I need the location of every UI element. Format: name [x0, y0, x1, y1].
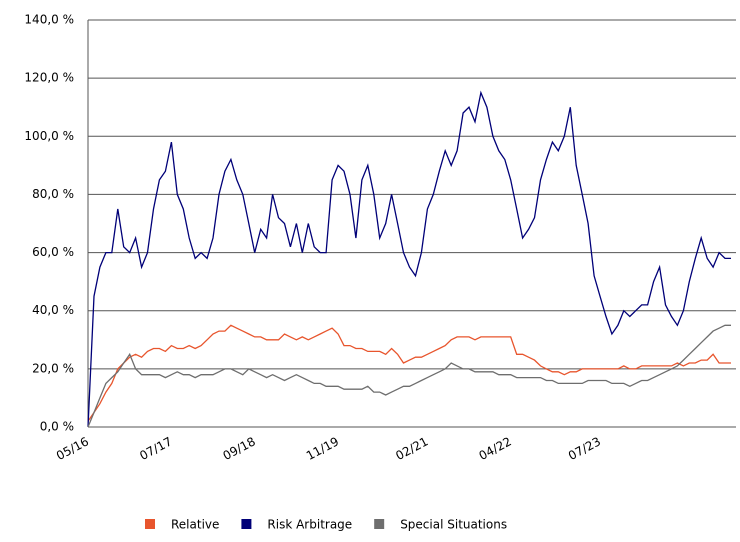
y-tick-label: 100,0 %	[24, 129, 74, 143]
legend-label: Relative	[171, 518, 219, 532]
x-tick-label: 05/16	[54, 434, 91, 463]
y-tick-label: 20,0 %	[32, 361, 74, 375]
legend-swatch	[145, 519, 155, 529]
legend-swatch	[241, 519, 252, 529]
x-tick-label: 04/22	[477, 434, 514, 463]
x-tick-label: 09/18	[221, 434, 258, 463]
line-series	[87, 90, 731, 428]
x-tick-label: 07/17	[137, 434, 174, 463]
x-tick-label: 02/21	[393, 434, 430, 463]
y-tick-label: 40,0 %	[32, 303, 74, 317]
legend-swatch	[374, 519, 385, 529]
x-tick-label: 11/19	[304, 434, 341, 463]
y-tick-label: 120,0 %	[24, 71, 74, 85]
y-tick-label: 60,0 %	[32, 245, 74, 259]
x-tick-label: 07/23	[566, 434, 603, 463]
y-tick-label: 0,0 %	[40, 420, 74, 434]
y-tick-label: 80,0 %	[32, 187, 74, 201]
line-series	[87, 324, 731, 422]
legend-label: Risk Arbitrage	[267, 518, 352, 532]
legend-label: Special Situations	[400, 518, 507, 532]
line-series	[87, 324, 731, 428]
y-tick-label: 140,0 %	[24, 13, 74, 27]
